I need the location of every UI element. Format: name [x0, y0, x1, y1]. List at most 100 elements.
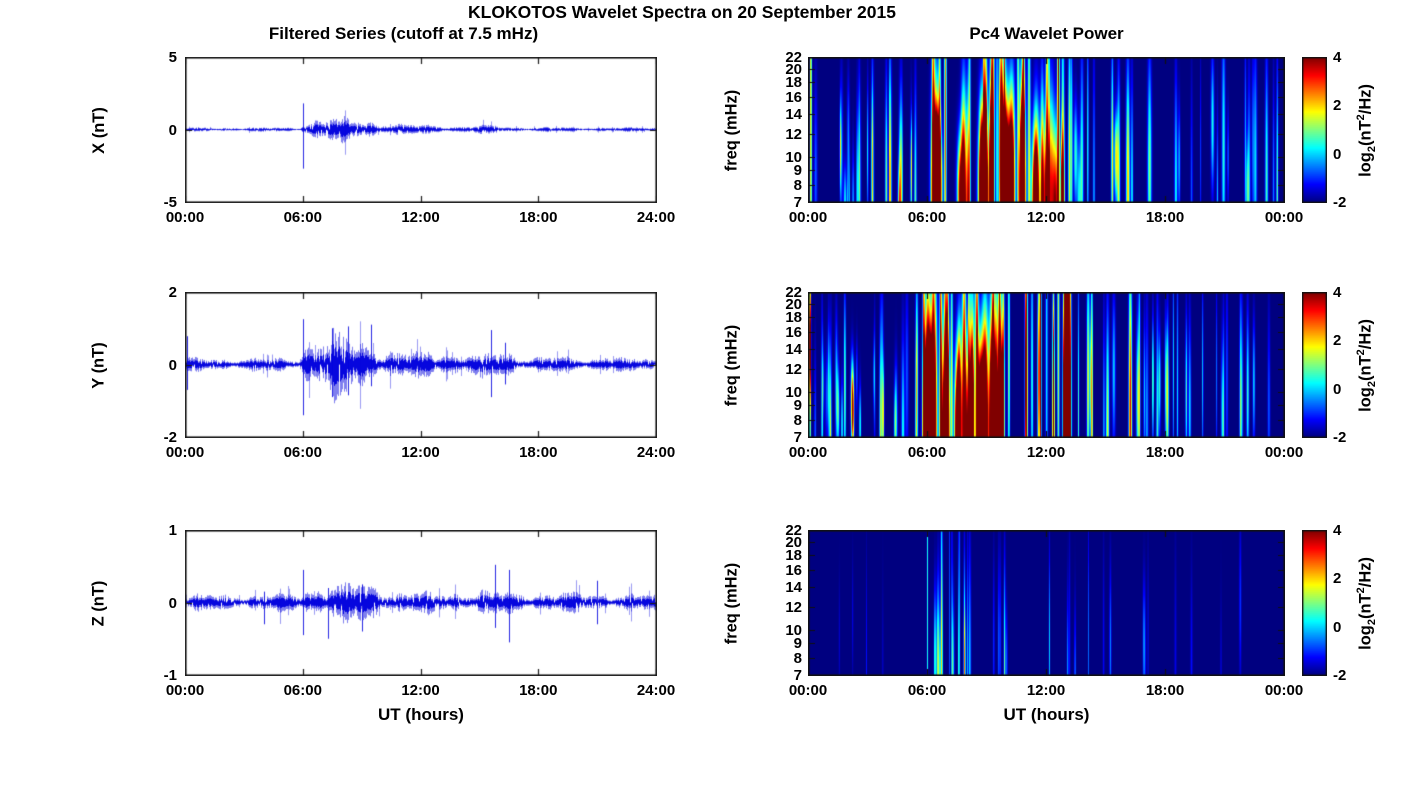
- ts-z-canvas: [185, 530, 657, 676]
- freq-tick-label: 10: [785, 621, 802, 639]
- x-tick-label: 06:00: [283, 209, 322, 226]
- colorbar-label-wrap: log2(nT2/Hz): [1346, 292, 1386, 438]
- right-column-title: Pc4 Wavelet Power: [969, 24, 1124, 43]
- x-tick-label: 24:00: [636, 444, 676, 461]
- colorbar-tick-label: 0: [1333, 145, 1342, 163]
- y-tick-label: 5: [168, 49, 177, 66]
- freq-tick-label: 8: [793, 177, 802, 195]
- colorbar-label-log2-nt2-hz: log2(nT2/Hz): [1355, 84, 1378, 177]
- panel-timeseries-x: 5 0 -5 00:00 06:00 12:00 18:00 24:00 X (nT): [90, 49, 676, 226]
- y-tick-label: 0: [168, 121, 177, 139]
- panel-spectrogram-y: 22 20 18 16 14 12 10 9 8 7 00:00 06:00 12:00 18:00 00:…: [723, 284, 1304, 461]
- colorbar-tick-label: 4: [1333, 49, 1342, 66]
- colorbar-label-part: /Hz): [1356, 556, 1375, 587]
- colorbar-label-part: (nT: [1356, 119, 1375, 146]
- x-tick-label: 24:00: [636, 209, 676, 226]
- colorbar-label-part: 2: [1354, 586, 1367, 593]
- x-tick-label: 12:00: [401, 682, 440, 699]
- colorbar-tick-label: 2: [1333, 332, 1342, 350]
- ylabel-wrap: freq (mHz): [712, 292, 752, 438]
- y-tick-label: -2: [163, 429, 177, 446]
- colorbar-tick-label: -2: [1333, 194, 1347, 211]
- x-tick-label: 12:00: [1026, 209, 1066, 226]
- freq-tick-label: 9: [793, 635, 802, 653]
- sp-z-canvas: [808, 530, 1285, 676]
- colorbar-tick-label: 4: [1333, 522, 1342, 539]
- left-column-title: Filtered Series (cutoff at 7.5 mHz): [268, 24, 539, 43]
- freq-tick-label: 18: [785, 74, 802, 92]
- x-tick-label: 00:00: [165, 444, 205, 461]
- colorbar-tick-label: -2: [1333, 429, 1347, 446]
- y-tick-label: -5: [163, 194, 177, 211]
- freq-tick-label: 16: [785, 562, 802, 580]
- colorbar-label-part: 2: [1365, 380, 1378, 387]
- freq-tick-label: 12: [785, 125, 802, 143]
- colorbar-gradient: [1302, 530, 1327, 676]
- colorbar-label-log2-nt2-hz: log2(nT2/Hz): [1355, 319, 1378, 412]
- colorbar-label-part: 2: [1365, 618, 1378, 625]
- x-tick-label: 24:00: [636, 682, 676, 699]
- freq-tick-label: 8: [793, 650, 802, 668]
- x-tick-label: 12:00: [1026, 444, 1066, 461]
- y-tick-label: -1: [163, 667, 177, 684]
- colorbar-label-part: log: [1356, 386, 1375, 412]
- x-tick-label: 06:00: [283, 682, 322, 699]
- x-tick-label: 00:00: [1264, 682, 1304, 699]
- ylabel-y-nt: Y (nT): [89, 341, 108, 389]
- freq-tick-label: 16: [785, 324, 802, 342]
- x-tick-label: 00:00: [1264, 209, 1304, 226]
- ylabel-wrap: Y (nT): [79, 292, 119, 438]
- ylabel-freq-mhz: freq (mHz): [722, 89, 741, 171]
- colorbar-tick-label: 2: [1333, 570, 1342, 588]
- y-tick-label: 1: [168, 522, 177, 539]
- freq-tick-label: 22: [785, 49, 802, 66]
- colorbar-label-part: /Hz): [1356, 318, 1375, 349]
- colorbar-label-part: log: [1356, 624, 1375, 650]
- x-tick-label: 00:00: [165, 209, 205, 226]
- y-tick-label: 0: [168, 356, 177, 374]
- ts-x-canvas: [185, 57, 657, 203]
- xlabel-right-ut-hours: UT (hours): [1003, 705, 1090, 724]
- ylabel-wrap: Z (nT): [79, 530, 119, 676]
- x-tick-label: 12:00: [401, 444, 440, 461]
- figure-title: KLOKOTOS Wavelet Spectra on 20 September…: [468, 2, 896, 22]
- freq-tick-label: 7: [793, 667, 802, 684]
- freq-tick-label: 12: [785, 360, 802, 378]
- colorbar-label-part: 2: [1354, 348, 1367, 355]
- colorbar-label-part: /Hz): [1356, 83, 1375, 114]
- freq-tick-label: 18: [785, 547, 802, 565]
- panel-spectrogram-z: 22 20 18 16 14 12 10 9 8 7 00:00 06:00 12:00 18:00 00:…: [723, 522, 1304, 699]
- colorbar-tick-label: 0: [1333, 618, 1342, 636]
- colorbar-label-log2-nt2-hz: log2(nT2/Hz): [1355, 557, 1378, 650]
- x-tick-label: 06:00: [907, 444, 947, 461]
- x-tick-label: 18:00: [1145, 209, 1185, 226]
- x-tick-label: 00:00: [788, 209, 828, 226]
- colorbar-row1: 4 2 0 -2 log2(nT2/Hz): [1302, 49, 1377, 211]
- ylabel-wrap: freq (mHz): [712, 57, 752, 203]
- x-tick-label: 00:00: [788, 682, 828, 699]
- x-tick-label: 06:00: [907, 682, 947, 699]
- colorbar-label-wrap: log2(nT2/Hz): [1346, 530, 1386, 676]
- colorbar-row3: 4 2 0 -2 log2(nT2/Hz): [1302, 522, 1377, 684]
- freq-tick-label: 7: [793, 194, 802, 211]
- colorbar-gradient: [1302, 292, 1327, 438]
- y-tick-label: 2: [168, 284, 177, 301]
- colorbar-tick-label: -2: [1333, 667, 1347, 684]
- colorbar-tick-label: 0: [1333, 380, 1342, 398]
- ylabel-freq-mhz: freq (mHz): [722, 562, 741, 644]
- panel-timeseries-z: 1 0 -1 00:00 06:00 12:00 18:00 24:00 Z (nT): [90, 522, 676, 699]
- x-tick-label: 00:00: [165, 682, 205, 699]
- x-tick-label: 18:00: [519, 209, 558, 226]
- ylabel-wrap: X (nT): [79, 57, 119, 203]
- freq-tick-label: 9: [793, 397, 802, 415]
- x-tick-label: 18:00: [1145, 444, 1185, 461]
- colorbar-tick-label: 2: [1333, 97, 1342, 115]
- colorbar-label-part: 2: [1354, 113, 1367, 120]
- colorbar-label-part: log: [1356, 151, 1375, 177]
- y-tick-label: 0: [168, 594, 177, 612]
- ylabel-wrap: freq (mHz): [712, 530, 752, 676]
- panel-timeseries-y: 2 0 -2 00:00 06:00 12:00 18:00 24:00 Y (nT): [90, 284, 676, 461]
- sp-x-canvas: [808, 57, 1285, 203]
- x-tick-label: 00:00: [1264, 444, 1304, 461]
- x-tick-label: 12:00: [1026, 682, 1066, 699]
